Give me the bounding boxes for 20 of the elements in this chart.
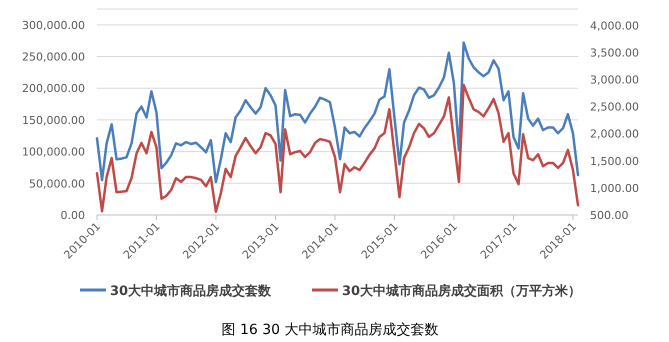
y-tick-label: 50,000.00: [29, 177, 85, 190]
y-tick-label: 200,000.00: [22, 82, 85, 96]
y-tick-label: 300,000.00: [22, 18, 85, 32]
y2-tick-label: 500.00: [590, 209, 628, 222]
line-series: [96, 84, 580, 213]
legend-label: 30大中城市商品房成交套数: [110, 283, 272, 299]
line-series: [96, 41, 580, 184]
y2-tick-label: 3,000.00: [590, 73, 639, 86]
y-tick-label: 150,000.00: [22, 114, 85, 127]
y-tick-label: 0.00: [60, 209, 85, 222]
y-tick-label: 100,000.00: [22, 146, 85, 159]
y2-tick-label: 3,500.00: [590, 46, 639, 60]
legend-label: 30大中城市商品房成交面积（万平方米）: [342, 283, 582, 299]
y2-tick-label: 2,000.00: [590, 128, 639, 141]
y-tick-label: 250,000.00: [22, 50, 85, 64]
y2-tick-label: 1,500.00: [590, 154, 639, 168]
y2-tick-label: 4,000.00: [590, 19, 639, 32]
text: 图 16 30 大中城市商品房成交套数: [222, 322, 438, 338]
y2-tick-label: 1,000.00: [590, 182, 639, 195]
y2-tick-label: 2,500.00: [590, 100, 639, 114]
